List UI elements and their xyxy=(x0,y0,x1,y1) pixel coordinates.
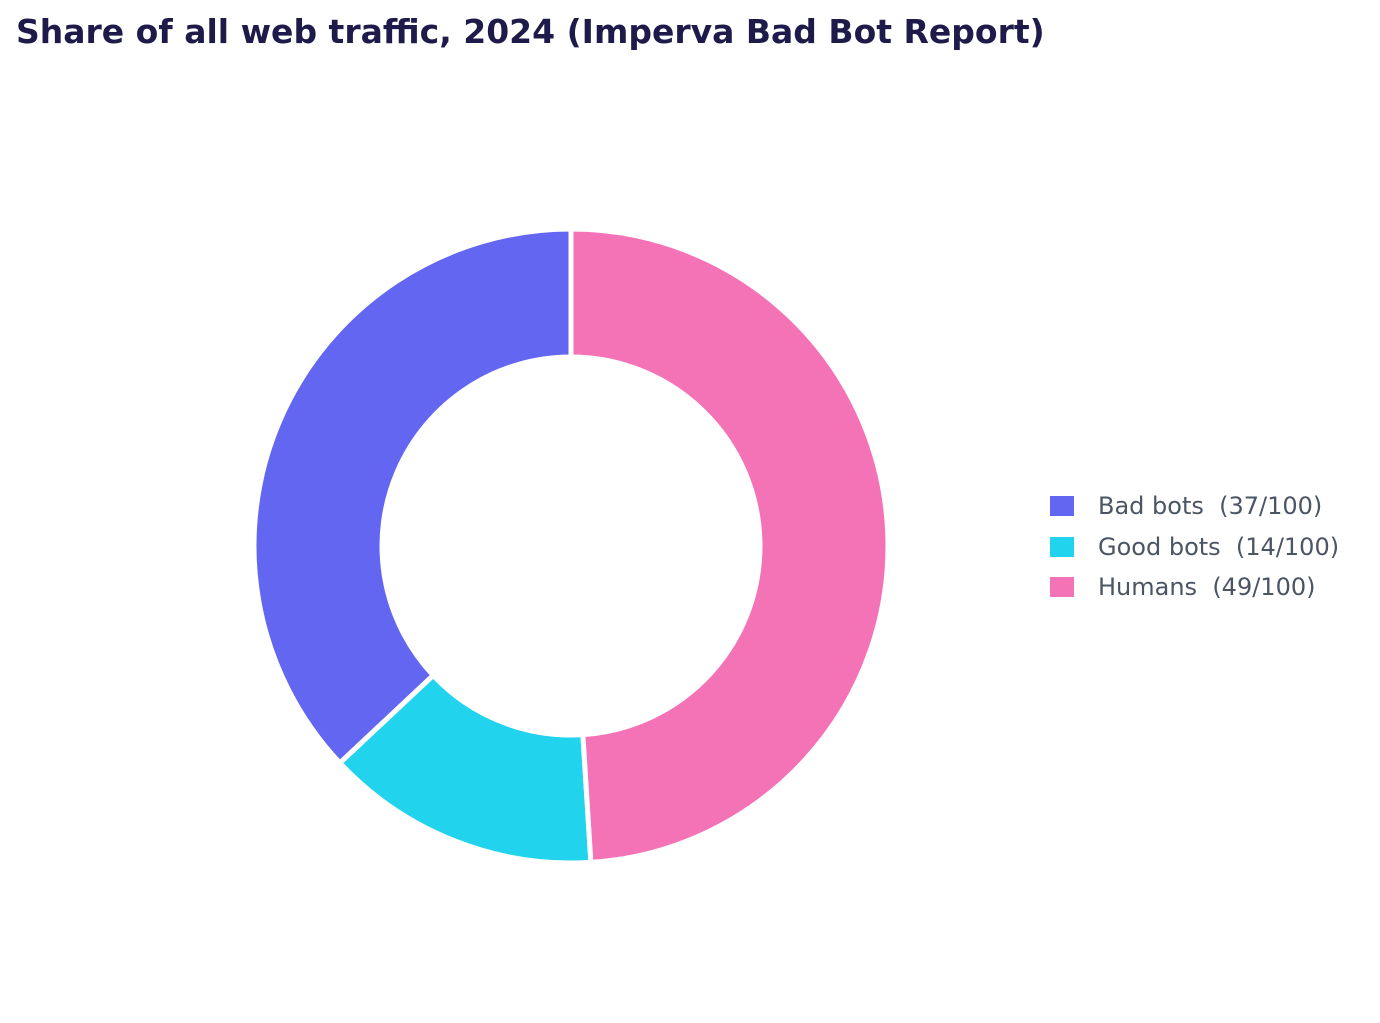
slice-humans xyxy=(568,226,891,866)
legend-item-good-bots: Good bots (14/100) xyxy=(1050,527,1339,568)
slice-bad-bots xyxy=(251,226,574,767)
legend-item-bad-bots: Bad bots (37/100) xyxy=(1050,486,1339,527)
legend-item-humans: Humans (49/100) xyxy=(1050,567,1339,608)
legend: Bad bots (37/100) Good bots (14/100) Hum… xyxy=(1050,486,1339,608)
legend-label-good-bots: Good bots (14/100) xyxy=(1098,532,1340,561)
legend-label-humans: Humans (49/100) xyxy=(1098,573,1316,602)
legend-swatch-good-bots xyxy=(1050,536,1074,557)
chart-title: Share of all web traffic, 2024 (Imperva … xyxy=(16,12,1045,51)
legend-swatch-humans xyxy=(1050,577,1074,598)
donut-slices xyxy=(251,226,891,866)
legend-swatch-bad-bots xyxy=(1050,496,1074,517)
legend-label-bad-bots: Bad bots (37/100) xyxy=(1098,492,1323,521)
